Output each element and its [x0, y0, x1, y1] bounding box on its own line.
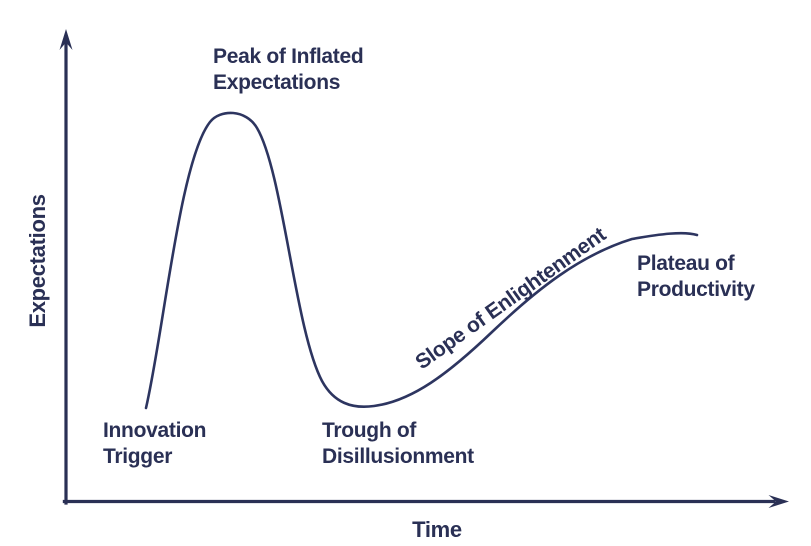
y-axis-label: Expectations: [25, 194, 50, 328]
x-axis-arrowhead: [768, 495, 789, 508]
y-axis-arrowhead: [59, 29, 73, 50]
hype-cycle-curve: [144, 111, 699, 410]
phase-label-innovation-trigger: Innovation Trigger: [103, 419, 207, 468]
phase-label-plateau-of-productivity: Plateau of Productivity: [637, 252, 755, 301]
phase-label-peak-of-inflated-expectations: Peak of Inflated Expectations: [213, 45, 364, 94]
phase-label-trough-of-disillusionment: Trough of Disillusionment: [322, 419, 474, 468]
x-axis-label: Time: [412, 517, 462, 542]
